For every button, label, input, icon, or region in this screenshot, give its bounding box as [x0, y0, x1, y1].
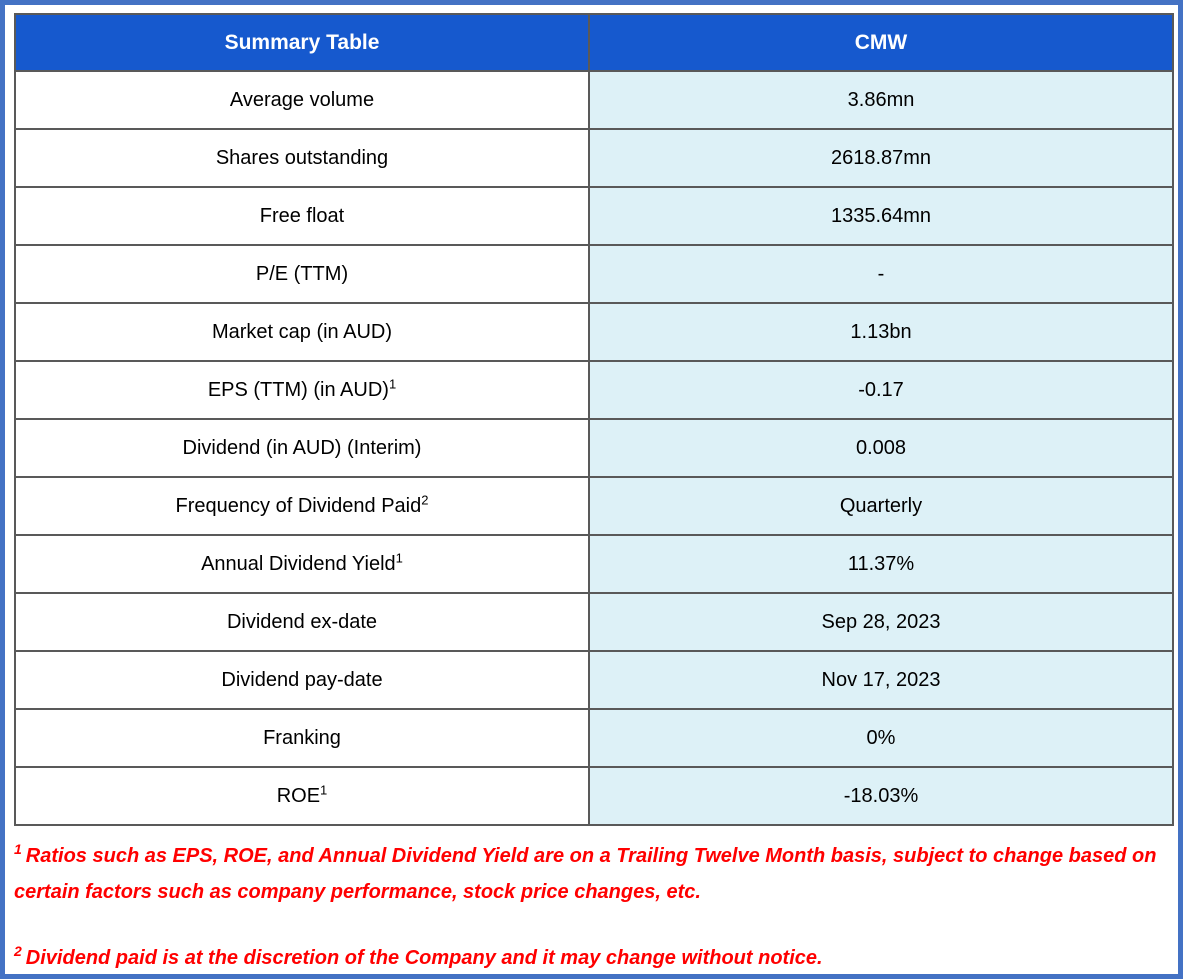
metric-label: Dividend pay-date — [14, 650, 590, 710]
metric-label: P/E (TTM) — [14, 244, 590, 304]
metric-label: Free float — [14, 186, 590, 246]
metric-superscript: 1 — [388, 375, 397, 391]
metric-value: 1335.64mn — [588, 186, 1174, 246]
metric-value: Quarterly — [588, 476, 1174, 536]
table-row: Average volume 3.86mn — [14, 70, 1174, 130]
metric-value: 0% — [588, 708, 1174, 768]
metric-value: 2618.87mn — [588, 128, 1174, 188]
table-row: ROE1 -18.03% — [14, 766, 1174, 826]
metric-label: Frequency of Dividend Paid2 — [14, 476, 590, 536]
metric-label: ROE1 — [14, 766, 590, 826]
metric-superscript: 2 — [421, 491, 429, 507]
table-row: Shares outstanding 2618.87mn — [14, 128, 1174, 188]
table-row: Franking 0% — [14, 708, 1174, 768]
metric-value: 1.13bn — [588, 302, 1174, 362]
metric-label: Annual Dividend Yield1 — [14, 534, 590, 594]
metric-value: - — [588, 244, 1174, 304]
metric-label: Dividend ex-date — [14, 592, 590, 652]
footnote-ttm: 1 Ratios such as EPS, ROE, and Annual Div… — [14, 838, 1172, 910]
metric-label: Franking — [14, 708, 590, 768]
table-row: P/E (TTM) - — [14, 244, 1174, 304]
footnote-text: Ratios such as EPS, ROE, and Annual Divi… — [14, 845, 1157, 903]
metric-label: Shares outstanding — [14, 128, 590, 188]
metric-value: 0.008 — [588, 418, 1174, 478]
metric-label: Dividend (in AUD) (Interim) — [14, 418, 590, 478]
table-row: Frequency of Dividend Paid2 Quarterly — [14, 476, 1174, 536]
metric-value: 3.86mn — [588, 70, 1174, 130]
metric-label: EPS (TTM) (in AUD)1 — [14, 360, 590, 420]
table-row: Free float 1335.64mn — [14, 186, 1174, 246]
footnote-superscript: 2 — [14, 943, 22, 960]
table-header-summary: Summary Table — [14, 13, 590, 72]
table-header-ticker: CMW — [588, 13, 1174, 72]
metric-label: Market cap (in AUD) — [14, 302, 590, 362]
footnote-text: Dividend paid is at the discretion of th… — [25, 947, 823, 969]
metric-value: Nov 17, 2023 — [588, 650, 1174, 710]
summary-table: Summary Table CMW Average volume 3.86mn Sh… — [14, 13, 1174, 826]
table-row: Market cap (in AUD) 1.13bn — [14, 302, 1174, 362]
table-row: Dividend pay-date Nov 17, 2023 — [14, 650, 1174, 710]
footnote-dividend: 2 Dividend paid is at the discretion of t… — [14, 940, 1172, 974]
metric-superscript: 1 — [395, 549, 403, 565]
metric-value: Sep 28, 2023 — [588, 592, 1174, 652]
table-header-row: Summary Table CMW — [14, 13, 1174, 72]
metric-value: -0.17 — [588, 360, 1174, 420]
metric-superscript: 1 — [320, 781, 328, 797]
metric-label: Average volume — [14, 70, 590, 130]
table-row: Annual Dividend Yield1 11.37% — [14, 534, 1174, 594]
table-row: Dividend (in AUD) (Interim) 0.008 — [14, 418, 1174, 478]
metric-value: 11.37% — [588, 534, 1174, 594]
metric-value: -18.03% — [588, 766, 1174, 826]
footnote-superscript: 1 — [14, 841, 22, 858]
summary-table-body: Average volume 3.86mn Shares outstanding 26… — [14, 70, 1174, 826]
table-row: EPS (TTM) (in AUD)1 -0.17 — [14, 360, 1174, 420]
table-row: Dividend ex-date Sep 28, 2023 — [14, 592, 1174, 652]
footnotes: 1 Ratios such as EPS, ROE, and Annual Div… — [14, 830, 1172, 974]
